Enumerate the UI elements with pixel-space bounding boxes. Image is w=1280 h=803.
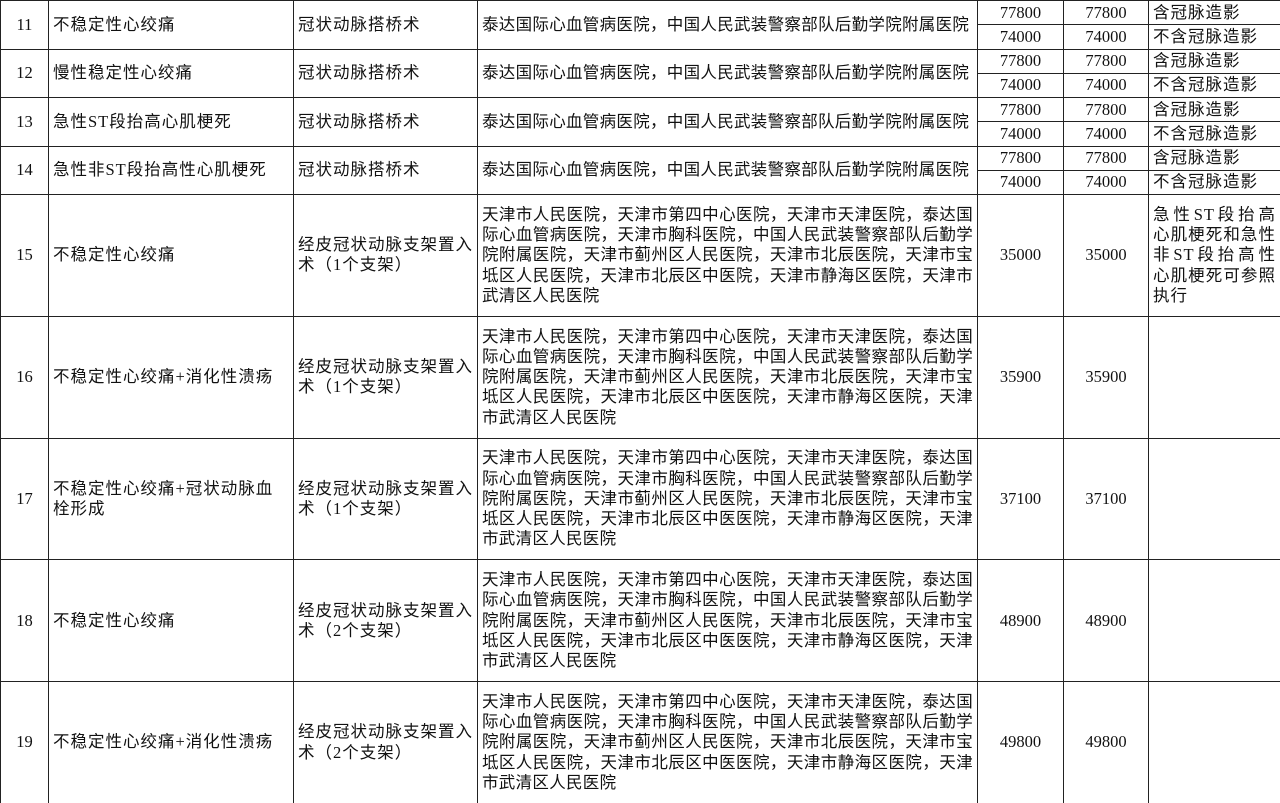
procedure: 经皮冠状动脉支架置入术（2个支架） [293,681,478,803]
note: 不含冠脉造影 [1148,121,1280,147]
price: 35000 [1063,194,1149,317]
procedure: 经皮冠状动脉支架置入术（1个支架） [293,315,478,439]
diagnosis: 不稳定性心绞痛+消化性溃疡 [48,315,294,439]
procedure: 经皮冠状动脉支架置入术（1个支架） [293,194,478,317]
row-number: 15 [0,194,49,317]
note: 不含冠脉造影 [1148,169,1280,196]
note: 含冠脉造影 [1148,48,1280,74]
table-row: 17 不稳定性心绞痛+冠状动脉血栓形成 经皮冠状动脉支架置入术（1个支架） 天津市人民… [0,437,1280,561]
row-number: 16 [0,315,49,439]
price: 77800 [1063,0,1149,26]
note: 急性ST段抬高心肌梗死和急性非ST段抬高性心肌梗死可参照执行 [1148,194,1280,317]
hospitals: 天津市人民医院，天津市第四中心医院，天津市天津医院，泰达国际心血管病医院，天津市… [477,315,978,439]
price: 35900 [1063,315,1149,439]
hospitals: 泰达国际心血管病医院，中国人民武装警察部队后勤学院附属医院 [477,48,978,98]
price: 77800 [977,145,1064,171]
price: 74000 [977,121,1064,147]
note [1148,681,1280,803]
hospitals: 泰达国际心血管病医院，中国人民武装警察部队后勤学院附属医院 [477,0,978,50]
procedure: 冠状动脉搭桥术 [293,145,478,195]
row-number: 17 [0,437,49,561]
diagnosis: 不稳定性心绞痛 [48,194,294,317]
price: 77800 [977,96,1064,123]
hospitals: 天津市人民医院，天津市第四中心医院，天津市天津医院，泰达国际心血管病医院，天津市… [477,559,978,683]
row-number: 18 [0,559,49,683]
diagnosis: 不稳定性心绞痛 [48,0,294,50]
price: 74000 [1063,121,1149,147]
hospitals: 天津市人民医院，天津市第四中心医院，天津市天津医院，泰达国际心血管病医院，天津市… [477,681,978,803]
price: 74000 [977,24,1064,50]
price: 37100 [1063,437,1149,561]
price: 74000 [1063,24,1149,50]
hospitals: 天津市人民医院，天津市第四中心医院，天津市天津医院，泰达国际心血管病医院，天津市… [477,437,978,561]
price: 35000 [977,194,1064,317]
row-number: 14 [0,145,49,195]
diagnosis: 急性非ST段抬高性心肌梗死 [48,145,294,195]
table-row: 18 不稳定性心绞痛 经皮冠状动脉支架置入术（2个支架） 天津市人民医院，天津市第四中… [0,559,1280,683]
price: 37100 [977,437,1064,561]
price: 74000 [1063,72,1149,99]
row-number: 19 [0,681,49,803]
row-number: 13 [0,97,49,147]
price: 77800 [1063,48,1149,74]
price: 48900 [1063,559,1149,683]
row-number: 12 [0,48,49,98]
price: 74000 [977,169,1064,196]
table-row: 15 不稳定性心绞痛 经皮冠状动脉支架置入术（1个支架） 天津市人民医院，天津市第四中… [0,194,1280,317]
procedure: 冠状动脉搭桥术 [293,48,478,98]
hospitals: 泰达国际心血管病医院，中国人民武装警察部队后勤学院附属医院 [477,145,978,195]
table-row: 13 急性ST段抬高心肌梗死 冠状动脉搭桥术 泰达国际心血管病医院，中国人民武装警察部… [0,96,1280,147]
procedure: 冠状动脉搭桥术 [293,97,478,147]
procedure: 冠状动脉搭桥术 [293,0,478,50]
price: 49800 [977,681,1064,803]
price: 49800 [1063,681,1149,803]
price: 74000 [977,72,1064,99]
price: 77800 [1063,145,1149,171]
price: 77800 [1063,96,1149,123]
note [1148,437,1280,561]
note: 不含冠脉造影 [1148,72,1280,99]
note [1148,559,1280,683]
diagnosis: 急性ST段抬高心肌梗死 [48,97,294,147]
note: 含冠脉造影 [1148,96,1280,123]
table-row: 12 慢性稳定性心绞痛 冠状动脉搭桥术 泰达国际心血管病医院，中国人民武装警察部队后勤… [0,48,1280,98]
procedure: 经皮冠状动脉支架置入术（2个支架） [293,559,478,683]
hospitals: 泰达国际心血管病医院，中国人民武装警察部队后勤学院附属医院 [477,97,978,147]
diagnosis: 不稳定性心绞痛 [48,559,294,683]
note: 含冠脉造影 [1148,0,1280,26]
note [1148,315,1280,439]
diagnosis: 不稳定性心绞痛+冠状动脉血栓形成 [48,437,294,561]
price: 77800 [977,0,1064,26]
diagnosis: 不稳定性心绞痛+消化性溃疡 [48,681,294,803]
table-row: 14 急性非ST段抬高性心肌梗死 冠状动脉搭桥术 泰达国际心血管病医院，中国人民武装警… [0,145,1280,195]
price: 48900 [977,559,1064,683]
procedure: 经皮冠状动脉支架置入术（1个支架） [293,437,478,561]
note: 含冠脉造影 [1148,145,1280,171]
table-row: 16 不稳定性心绞痛+消化性溃疡 经皮冠状动脉支架置入术（1个支架） 天津市人民医院，… [0,315,1280,439]
table-row: 74000 74000 不含冠脉造影 [1,72,1280,99]
price: 74000 [1063,169,1149,196]
note: 不含冠脉造影 [1148,24,1280,50]
hospitals: 天津市人民医院，天津市第四中心医院，天津市天津医院，泰达国际心血管病医院，天津市… [477,194,978,317]
diagnosis: 慢性稳定性心绞痛 [48,48,294,98]
price: 77800 [977,48,1064,74]
table-row: 11 不稳定性心绞痛 冠状动脉搭桥术 泰达国际心血管病医院，中国人民武装警察部队后勤学… [0,0,1280,50]
table-row: 74000 74000 不含冠脉造影 [1,169,1280,196]
price: 35900 [977,315,1064,439]
table-row: 19 不稳定性心绞痛+消化性溃疡 经皮冠状动脉支架置入术（2个支架） 天津市人民医院，… [0,681,1280,803]
row-number: 11 [0,0,49,50]
table-row: 74000 74000 不含冠脉造影 [1,121,1280,147]
